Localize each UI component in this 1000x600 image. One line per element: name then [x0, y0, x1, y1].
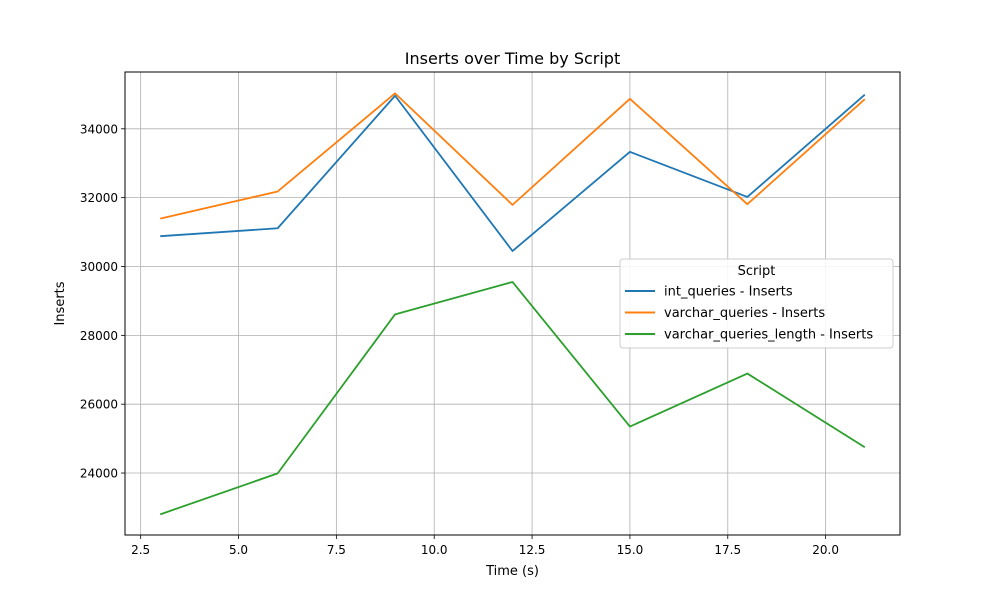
y-axis-ticks: 24000 26000 28000 30000 32000 34000	[80, 122, 125, 481]
y-tick-label: 28000	[80, 329, 118, 343]
x-tick-label: 17.5	[714, 543, 741, 557]
series-lines	[159, 92, 866, 516]
legend-box	[619, 258, 894, 349]
y-axis-label: Inserts	[53, 281, 68, 325]
series-line	[160, 94, 866, 252]
x-tick-label: 12.5	[519, 543, 546, 557]
series-line	[159, 281, 866, 516]
legend-entry-label: varchar_queries - Inserts	[664, 306, 825, 321]
y-tick-label: 30000	[80, 260, 118, 274]
x-tick-label: 15.0	[617, 543, 644, 557]
x-tick-label: 5.0	[229, 543, 248, 557]
x-tick-label: 20.0	[812, 543, 839, 557]
legend-title: Script	[738, 264, 776, 279]
legend: Script int_queries - Inserts varchar_quer…	[619, 258, 894, 349]
series-line	[160, 92, 866, 220]
legend-entry-label: varchar_queries_length - Inserts	[664, 328, 873, 343]
x-axis-label: Time (s)	[485, 564, 539, 579]
y-tick-label: 26000	[80, 398, 118, 412]
chart-title: Inserts over Time by Script	[405, 49, 620, 68]
x-tick-label: 10.0	[421, 543, 448, 557]
x-tick-label: 7.5	[327, 543, 346, 557]
y-tick-label: 34000	[80, 122, 118, 136]
y-tick-label: 32000	[80, 191, 118, 205]
x-tick-label: 2.5	[131, 543, 150, 557]
x-axis-ticks: 2.5 5.0 7.5 10.0 12.5 15.0 17.5 20.0	[131, 535, 839, 557]
plot-frame	[124, 71, 901, 536]
legend-entry-label: int_queries - Inserts	[664, 285, 793, 300]
y-tick-label: 24000	[80, 467, 118, 481]
